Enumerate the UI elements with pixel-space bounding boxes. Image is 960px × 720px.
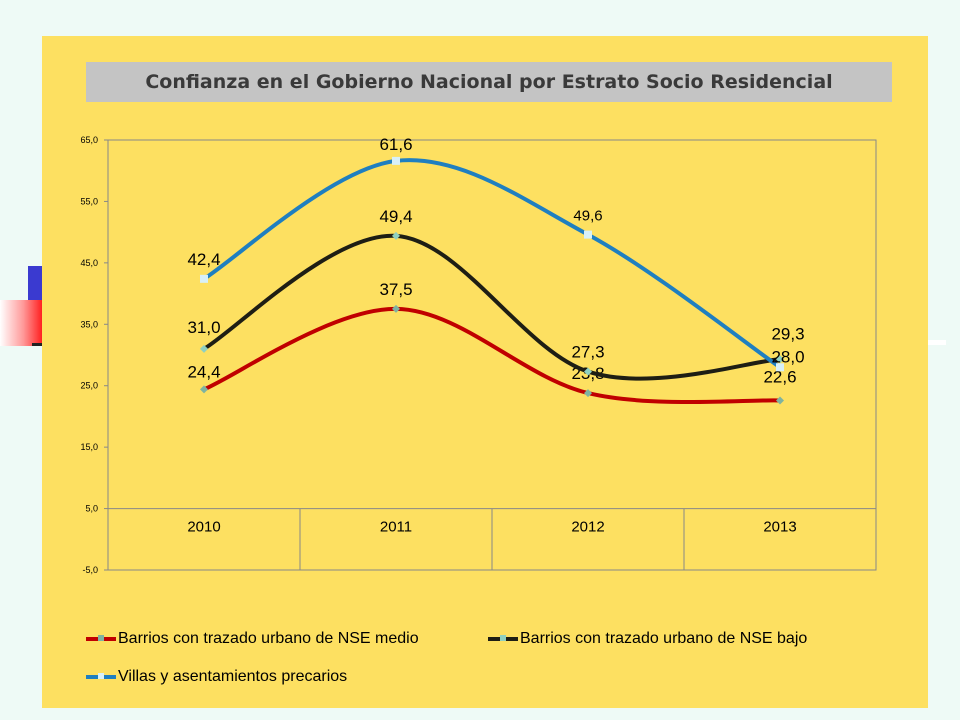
- legend-label-nse-bajo: Barrios con trazado urbano de NSE bajo: [520, 630, 808, 647]
- data-label: 31,0: [187, 318, 220, 337]
- data-point-marker: [200, 274, 208, 283]
- data-point-marker: [776, 363, 784, 372]
- data-point-marker: [776, 355, 784, 364]
- data-label: 49,4: [379, 207, 412, 226]
- data-point-marker: [200, 385, 208, 394]
- x-tick-label: 2012: [571, 519, 604, 536]
- decorative-blue-bar: [28, 266, 42, 302]
- decorative-white-line: [926, 340, 946, 345]
- data-label: 42,4: [187, 250, 220, 269]
- data-label: 24,4: [187, 362, 220, 381]
- chart-title-box: Confianza en el Gobierno Nacional por Es…: [86, 62, 892, 102]
- legend-item-nse-bajo: Barrios con trazado urbano de NSE bajo: [488, 630, 807, 648]
- y-tick-label: 35,0: [80, 319, 98, 329]
- x-tick-label: 2013: [763, 519, 796, 536]
- data-point-marker: [584, 389, 592, 398]
- chart-background: [42, 36, 928, 708]
- data-point-marker: [392, 231, 400, 240]
- legend-label-villas: Villas y asentamientos precarios: [118, 668, 348, 685]
- y-tick-label: 55,0: [80, 196, 98, 206]
- series-line-1: [202, 306, 782, 405]
- data-label: 37,5: [379, 280, 412, 299]
- y-tick-label: 5,0: [85, 504, 98, 514]
- y-tick-label: 45,0: [80, 258, 98, 268]
- x-tick-label: 2011: [380, 519, 412, 536]
- y-tick-label: 65,0: [80, 135, 98, 145]
- series-line-3: [202, 158, 782, 370]
- legend-item-nse-medio: Barrios con trazado urbano de NSE medio: [86, 630, 419, 648]
- legend-label-nse-medio: Barrios con trazado urbano de NSE medio: [118, 630, 419, 647]
- data-point-marker: [392, 304, 400, 313]
- legend-item-villas: Villas y asentamientos precarios: [86, 668, 347, 686]
- legend-swatch-nse-bajo: [488, 635, 518, 641]
- data-label: 22,6: [763, 367, 796, 386]
- data-point-marker: [392, 156, 400, 165]
- data-label: 49,6: [573, 208, 602, 225]
- y-tick-label: 15,0: [80, 442, 98, 452]
- chart-title: Confianza en el Gobierno Nacional por Es…: [145, 71, 833, 93]
- x-tick-label: 2010: [187, 519, 220, 536]
- y-tick-label: 25,0: [80, 381, 98, 391]
- data-label: 61,6: [379, 135, 412, 154]
- data-label: 29,3: [771, 324, 804, 343]
- data-point-marker: [776, 396, 784, 405]
- legend-swatch-nse-medio: [86, 635, 116, 641]
- data-point-marker: [584, 230, 592, 239]
- legend-swatch-villas: [86, 673, 116, 679]
- decorative-red-block: [0, 300, 42, 346]
- y-tick-label: -5,0: [82, 565, 98, 575]
- data-label: 27,3: [571, 343, 604, 362]
- series-line-2: [202, 233, 782, 381]
- data-point-marker: [584, 367, 592, 376]
- data-label: 28,0: [771, 347, 804, 366]
- decorative-line: [32, 343, 44, 346]
- data-point-marker: [200, 344, 208, 353]
